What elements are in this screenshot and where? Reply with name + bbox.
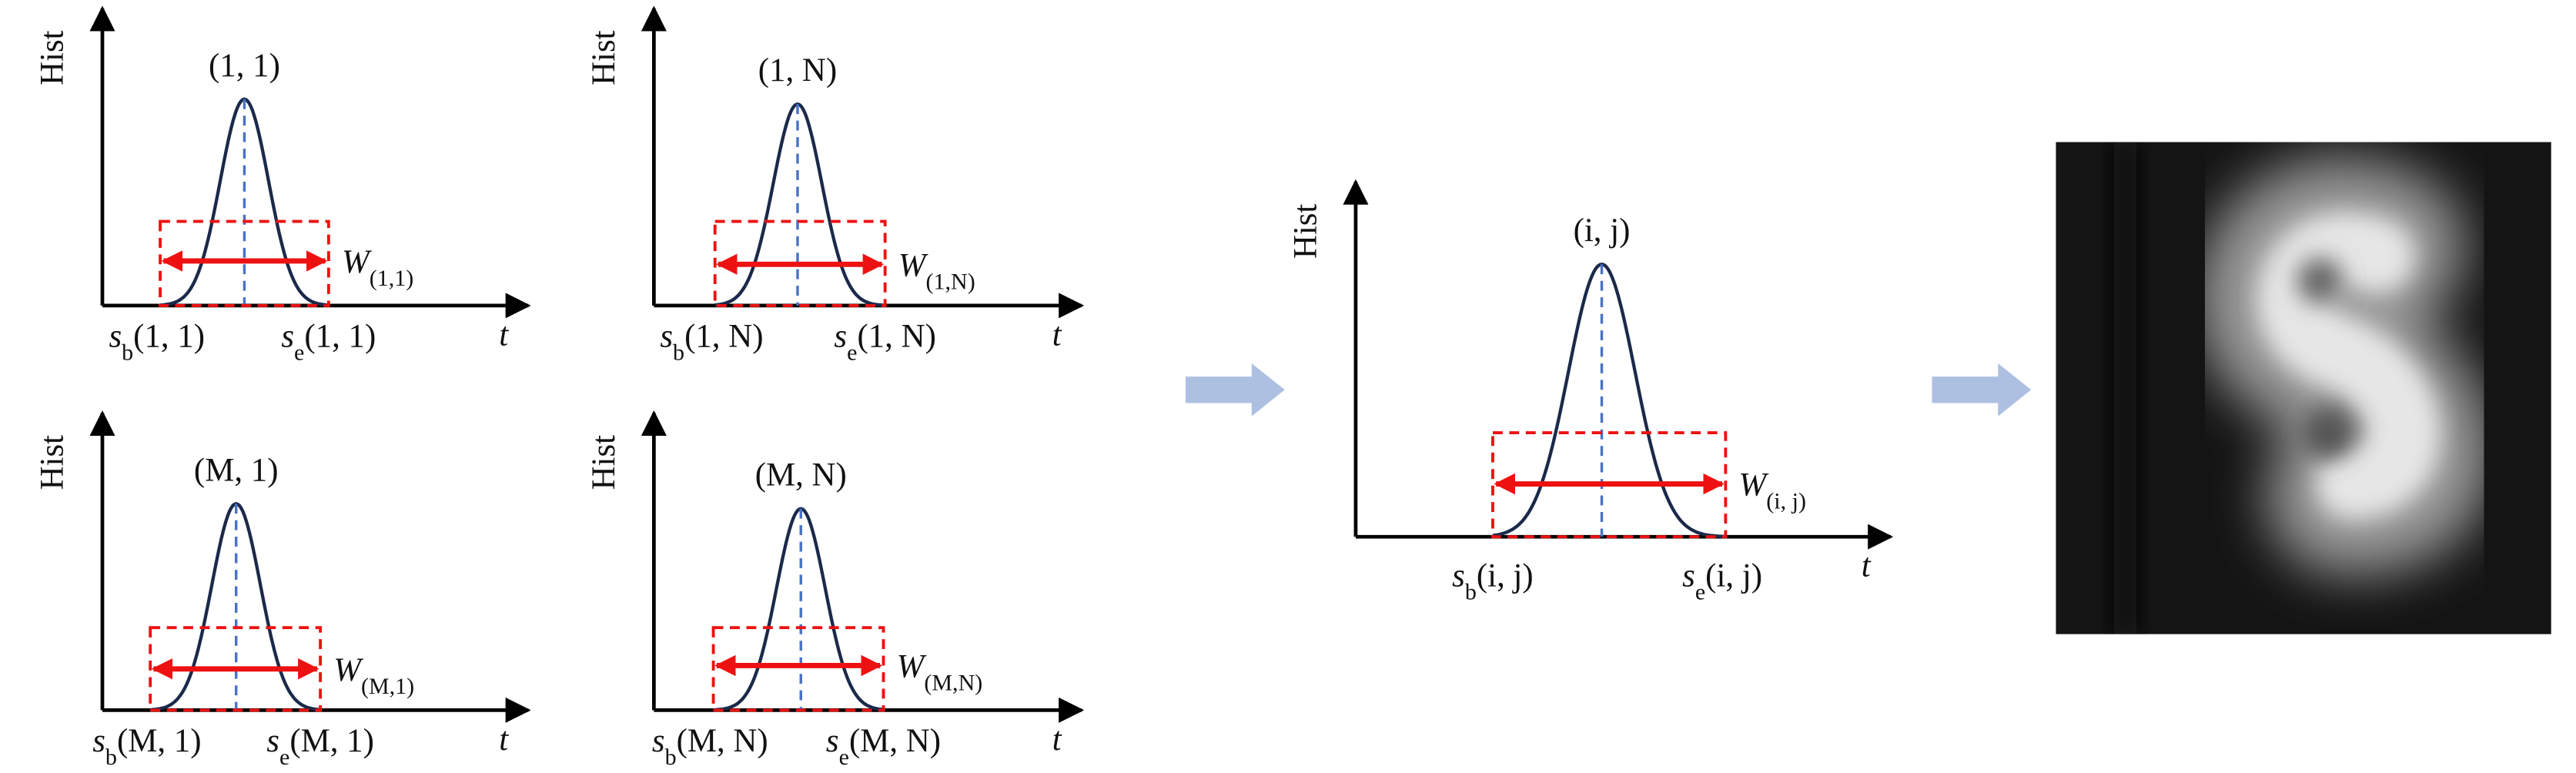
symbol: s	[281, 319, 294, 355]
symbol: W	[333, 652, 363, 688]
window-label: W(M,1)	[333, 652, 414, 698]
histogram-curve	[714, 102, 885, 307]
argument: (i, j)	[1477, 558, 1534, 594]
subscript: b	[105, 745, 117, 770]
argument: (i, j)	[1705, 558, 1762, 594]
start-label: sb(1, 1)	[109, 319, 205, 366]
window-box	[711, 626, 885, 712]
subscript: b	[1465, 579, 1477, 604]
subscript: e	[1695, 579, 1705, 604]
end-label: se(i, j)	[1682, 558, 1762, 604]
subscript: b	[673, 340, 684, 365]
panel-title: (M, N)	[755, 457, 847, 494]
subscript: e	[847, 340, 857, 365]
window-box	[1491, 431, 1728, 539]
symbol: s	[834, 319, 847, 355]
start-label: sb(i, j)	[1452, 558, 1534, 604]
subscript: (M,N)	[924, 670, 982, 695]
window-box	[159, 219, 330, 307]
symbol: W	[342, 244, 372, 280]
argument: (M, N)	[849, 723, 941, 759]
window-label: W(i, j)	[1739, 467, 1806, 514]
argument: (1, N)	[684, 319, 763, 355]
subscript: e	[839, 745, 849, 770]
subscript: (M,1)	[361, 673, 414, 698]
start-label: sb(M, N)	[652, 723, 768, 769]
argument: (M, N)	[677, 723, 768, 759]
flow-arrow	[1932, 363, 2032, 417]
x-axis-label: t	[1862, 548, 1872, 584]
argument: (1, 1)	[304, 319, 376, 355]
subscript: b	[122, 340, 133, 365]
symbol: W	[1739, 467, 1769, 504]
y-axis-label: Hist	[35, 30, 71, 85]
end-label: se(1, N)	[834, 319, 935, 366]
argument: (M, 1)	[289, 723, 374, 759]
subscript: (1,1)	[370, 266, 414, 291]
x-axis-label: t	[1052, 721, 1062, 758]
histogram-curve	[1492, 263, 1726, 538]
argument: (M, 1)	[117, 723, 202, 759]
argument: (1, 1)	[133, 319, 205, 355]
reconstructed-image	[2056, 142, 2551, 634]
histogram-curve	[713, 507, 884, 712]
end-label: se(1, 1)	[281, 319, 376, 366]
symbol: s	[1682, 558, 1695, 594]
panel-title: (1, N)	[758, 52, 837, 89]
symbol: W	[897, 648, 927, 684]
end-label: se(M, 1)	[266, 723, 374, 769]
symbol: s	[652, 723, 665, 759]
symbol: s	[1452, 558, 1465, 594]
subscript: b	[665, 745, 677, 770]
y-axis-label: Hist	[586, 435, 622, 490]
panel-title: (M, 1)	[194, 452, 279, 488]
window-label: W(M,N)	[897, 648, 983, 695]
start-label: sb(M, 1)	[92, 723, 201, 769]
y-axis-label: Hist	[586, 30, 622, 85]
flow-arrow	[1186, 363, 1285, 417]
panel-title: (i, j)	[1574, 212, 1631, 249]
panel-title: (1, 1)	[209, 48, 280, 84]
y-axis-label: Hist	[1287, 204, 1323, 259]
symbol: s	[109, 319, 122, 355]
subscript: e	[279, 745, 289, 770]
window-box	[713, 219, 887, 307]
symbol: s	[660, 319, 673, 355]
subscript: (i, j)	[1766, 488, 1806, 514]
x-axis-label: t	[499, 316, 509, 353]
symbol: W	[898, 247, 928, 283]
end-label: se(M, N)	[826, 723, 941, 769]
window-label: W(1,N)	[898, 247, 975, 294]
subscript: (1,N)	[926, 269, 975, 294]
subscript: e	[294, 340, 304, 365]
symbol: s	[266, 723, 279, 759]
symbol: s	[826, 723, 839, 759]
argument: (1, N)	[857, 319, 935, 355]
window-box	[149, 626, 323, 712]
x-axis-label: t	[1052, 316, 1062, 353]
window-label: W(1,1)	[342, 244, 413, 291]
start-label: sb(1, N)	[660, 319, 763, 366]
y-axis-label: Hist	[35, 435, 71, 490]
symbol: s	[92, 723, 105, 759]
x-axis-label: t	[499, 721, 509, 758]
